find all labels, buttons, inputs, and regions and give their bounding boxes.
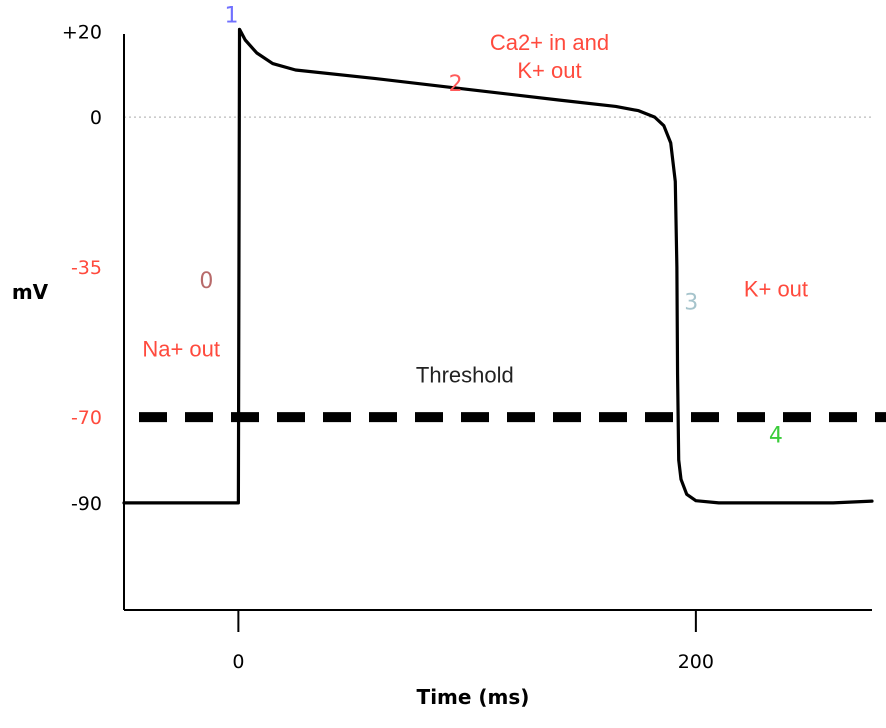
tick-labels: 0 200 +20 0 -35 -70 -90: [62, 21, 714, 673]
k-out-label: K+ out: [744, 277, 808, 302]
x-tick-label: 0: [232, 651, 244, 673]
axes: [123, 34, 872, 611]
annotations: 1 2 0 3 4 Ca2+ in and K+ out K+ out Na+ out Thres…: [142, 3, 808, 448]
phase-2-label: 2: [449, 72, 463, 97]
x-tick-label: 200: [678, 651, 714, 673]
phase-1-label: 1: [225, 3, 239, 28]
x-axis-title: Time (ms): [417, 685, 530, 709]
action-potential-curve: [122, 27, 874, 505]
ca-in-k-out-line1-label: Ca2+ in and: [490, 30, 609, 55]
phase-0-label: 0: [199, 269, 213, 294]
y-tick-label: -35: [71, 257, 102, 279]
phase-4-label: 4: [769, 423, 783, 448]
y-tick-label: -90: [71, 493, 102, 515]
series-layer: [122, 27, 874, 505]
threshold-label-label: Threshold: [416, 362, 514, 387]
y-tick-label: +20: [62, 21, 102, 43]
y-tick-label: 0: [90, 107, 102, 129]
na-out-label: Na+ out: [142, 337, 220, 362]
reference-lines: [124, 116, 886, 423]
y-tick-label: -70: [71, 407, 102, 429]
ca-in-k-out-line2-label: K+ out: [517, 58, 581, 83]
phase-3-label: 3: [684, 290, 698, 315]
y-axis-title: mV: [12, 280, 49, 304]
